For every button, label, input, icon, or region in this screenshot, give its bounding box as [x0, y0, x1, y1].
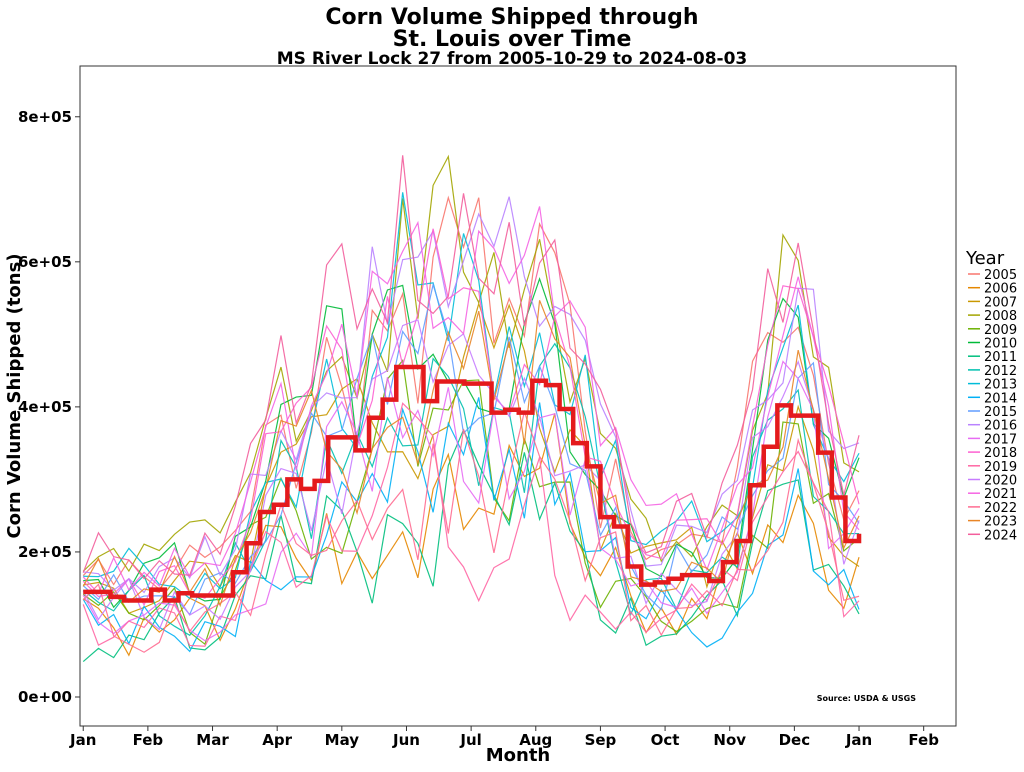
series-line-2021: [82, 206, 860, 595]
y-axis: 0e+00 2e+05 4e+05 6e+05 8e+05: [18, 108, 80, 706]
x-tick-label: Oct: [651, 731, 680, 749]
x-tick-label: Dec: [779, 731, 811, 749]
x-tick-label: Aug: [519, 731, 552, 749]
legend-label: 2018: [984, 446, 1017, 461]
y-axis-label: Corn Volume Shipped (tons): [4, 253, 25, 538]
legend-label: 2006: [984, 282, 1017, 297]
y-tick-label: 8e+05: [18, 108, 72, 126]
x-tick-label: Apr: [262, 731, 292, 749]
x-tick-label: Sep: [585, 731, 617, 749]
legend-label: 2009: [984, 323, 1017, 338]
x-tick-label: Jan: [69, 731, 96, 749]
legend-label: 2016: [984, 419, 1017, 434]
x-tick-label: Feb: [908, 731, 939, 749]
x-tick-label: Nov: [713, 731, 746, 749]
legend-label: 2014: [984, 391, 1017, 406]
x-tick-label: Jul: [459, 731, 481, 749]
legend-label: 2015: [984, 405, 1017, 420]
x-tick-label: Jan: [845, 731, 872, 749]
x-tick-label: May: [325, 731, 360, 749]
series-lines: [82, 154, 860, 663]
x-tick-label: Feb: [133, 731, 164, 749]
y-tick-label: 4e+05: [18, 398, 72, 416]
legend-label: 2019: [984, 460, 1017, 475]
legend-label: 2007: [984, 295, 1017, 310]
legend-label: 2008: [984, 309, 1017, 324]
legend-label: 2013: [984, 378, 1017, 393]
y-tick-label: 0e+00: [18, 688, 72, 706]
legend-label: 2023: [984, 515, 1017, 530]
y-tick-label: 2e+05: [18, 543, 72, 561]
legend-label: 2005: [984, 268, 1017, 283]
y-tick-label: 6e+05: [18, 253, 72, 271]
series-line-2009: [82, 359, 860, 646]
legend: Year 20052006200720082009201020112012201…: [965, 248, 1017, 543]
series-line-2015: [82, 282, 860, 616]
legend-title: Year: [965, 248, 1005, 269]
x-axis: Jan Feb Mar Apr May Jun Jul Aug Sep Oct Nov Dec Jan F…: [69, 726, 939, 749]
legend-label: 2012: [984, 364, 1017, 379]
source-note: Source: USDA & USGS: [817, 694, 917, 703]
legend-label: 2024: [984, 528, 1017, 543]
x-axis-label: Month: [486, 745, 551, 766]
series-line-2020: [82, 319, 860, 631]
chart-title-line2: St. Louis over Time: [393, 27, 632, 52]
series-line-2023: [82, 300, 860, 608]
legend-label: 2021: [984, 487, 1017, 502]
legend-label: 2017: [984, 432, 1017, 447]
series-line-2024: [82, 155, 860, 580]
chart-subtitle: MS River Lock 27 from 2005-10-29 to 2024…: [277, 49, 748, 69]
legend-label: 2010: [984, 337, 1017, 352]
series-line-2022: [82, 409, 860, 653]
series-line-2008: [82, 154, 860, 573]
chart-title-line1: Corn Volume Shipped through: [325, 5, 698, 30]
series-line-2013: [83, 192, 860, 600]
x-tick-label: Jun: [392, 731, 420, 749]
mean-step-line: [83, 364, 862, 603]
legend-label: 2011: [984, 350, 1017, 365]
series-line-2017: [82, 360, 860, 642]
legend-label: 2020: [984, 474, 1017, 489]
series-line-2019: [82, 402, 860, 647]
x-tick-label: Mar: [196, 731, 229, 749]
mean-line-group: [83, 364, 862, 603]
legend-label: 2022: [984, 501, 1017, 516]
series-line-2007: [83, 301, 860, 614]
